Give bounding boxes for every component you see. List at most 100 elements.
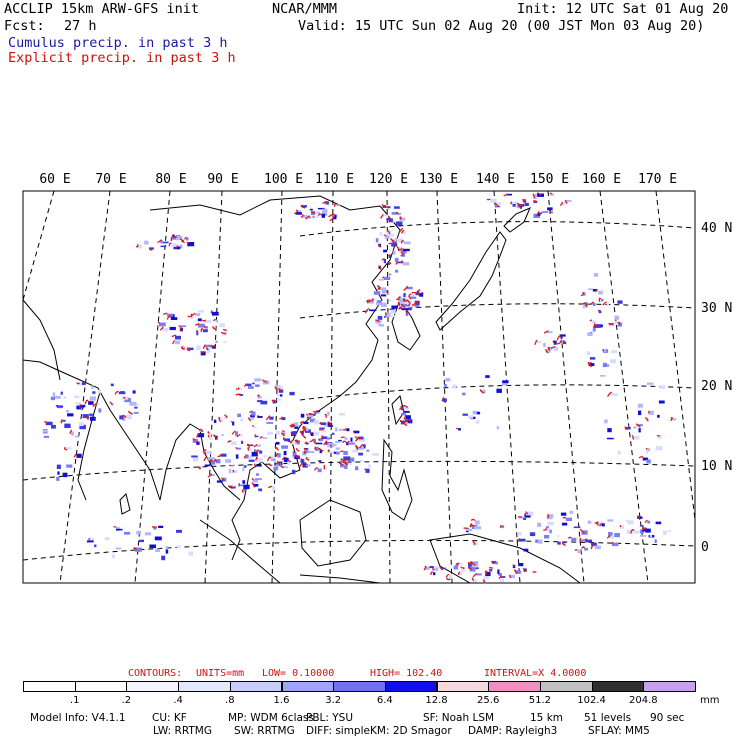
cumulus-cell — [287, 461, 290, 465]
cumulus-cell — [429, 566, 434, 568]
explicit-contour — [235, 393, 241, 396]
cumulus-cell — [276, 441, 280, 445]
cumulus-cell — [614, 533, 620, 538]
cumulus-cell — [225, 459, 231, 463]
forecast-value: 27 h — [64, 18, 97, 34]
cumulus-cell — [395, 269, 399, 273]
colorbar-level-label: .1 — [69, 695, 80, 706]
explicit-contour — [344, 461, 348, 465]
cumulus-cell — [396, 238, 404, 243]
explicit-contour — [221, 477, 225, 482]
explicit-contour — [306, 416, 311, 420]
cumulus-cell — [383, 249, 388, 253]
cumulus-cell — [396, 261, 404, 264]
cumulus-cell — [190, 314, 194, 319]
cumulus-cell — [647, 520, 651, 524]
cumulus-cell — [459, 571, 463, 575]
cumulus-cell — [254, 464, 262, 467]
cumulus-cell — [134, 547, 142, 552]
cumulus-cell — [577, 549, 581, 554]
explicit-contour — [339, 462, 344, 466]
explicit-contour — [547, 346, 550, 350]
cumulus-cell — [606, 301, 609, 307]
contours-high: HIGH= 102.40 — [370, 668, 443, 679]
explicit-contour — [582, 302, 588, 308]
explicit-contour — [180, 238, 185, 244]
cumulus-cell — [598, 291, 603, 295]
cumulus-cell — [308, 216, 312, 219]
cumulus-cell — [219, 323, 225, 328]
cumulus-cell — [259, 450, 263, 454]
cumulus-cell — [272, 399, 276, 404]
cumulus-cell — [523, 548, 529, 552]
cumulus-cell — [136, 403, 140, 406]
lon-label: 170 E — [638, 172, 678, 187]
cumulus-cell — [232, 421, 235, 426]
explicit-contour — [403, 299, 408, 303]
cumulus-cell — [529, 532, 536, 537]
cumulus-cell — [549, 347, 557, 350]
explicit-contour — [624, 426, 628, 431]
explicit-contour — [446, 577, 451, 581]
cumulus-cell — [223, 341, 227, 343]
cumulus-cell — [57, 471, 60, 475]
cumulus-cell — [449, 574, 452, 580]
explicit-contour — [184, 236, 187, 240]
explicit-contour — [271, 399, 275, 402]
explicit-contour — [532, 193, 536, 198]
explicit-contour — [543, 330, 549, 334]
explicit-contour — [60, 419, 63, 424]
cumulus-cell — [582, 292, 586, 296]
model-info-item: DIFF: simple — [306, 725, 370, 737]
explicit-contour — [241, 488, 245, 494]
cumulus-cell — [384, 235, 390, 239]
cumulus-cell — [144, 532, 152, 536]
explicit-contour — [345, 440, 350, 445]
explicit-contour — [203, 451, 206, 455]
cumulus-cell — [587, 520, 592, 524]
cumulus-cell — [243, 484, 250, 490]
cumulus-cell — [215, 319, 219, 323]
explicit-contour — [294, 439, 299, 445]
explicit-contour — [647, 410, 650, 414]
colorbar-swatch — [643, 681, 696, 692]
explicit-contour — [289, 424, 296, 427]
cumulus-cell — [547, 521, 554, 526]
explicit-contour — [207, 434, 210, 438]
cumulus-cell — [614, 315, 619, 320]
cumulus-cell — [369, 299, 375, 304]
explicit-contour — [377, 286, 381, 291]
explicit-contour — [445, 573, 450, 578]
explicit-contour — [274, 453, 278, 458]
cumulus-cell — [495, 202, 501, 207]
explicit-contour — [305, 456, 310, 461]
cumulus-cell — [502, 382, 508, 386]
cumulus-cell — [610, 535, 614, 540]
cumulus-cell — [472, 410, 480, 415]
explicit-contour — [398, 306, 402, 310]
cumulus-cell — [220, 454, 227, 457]
cumulus-cell — [174, 340, 180, 345]
explicit-contour — [388, 242, 392, 245]
cumulus-cell — [206, 349, 210, 354]
explicit-contour — [519, 205, 522, 210]
explicit-contour — [294, 454, 297, 457]
cumulus-cell — [408, 307, 412, 311]
cumulus-cell — [292, 452, 297, 457]
cumulus-cell — [490, 198, 497, 203]
cumulus-cell — [80, 404, 86, 408]
cumulus-cell — [224, 415, 228, 420]
explicit-contour — [246, 443, 250, 449]
cumulus-cell — [144, 240, 149, 245]
cumulus-cell — [378, 324, 384, 327]
cumulus-cell — [541, 211, 549, 213]
cumulus-cell — [74, 395, 80, 399]
explicit-contour — [602, 349, 605, 352]
explicit-contour — [195, 329, 198, 332]
explicit-contour — [114, 390, 120, 395]
cumulus-cell — [399, 217, 406, 221]
explicit-contour — [69, 429, 72, 435]
cumulus-cell — [633, 426, 637, 429]
cumulus-cell — [86, 540, 94, 543]
cumulus-cell — [500, 576, 506, 578]
